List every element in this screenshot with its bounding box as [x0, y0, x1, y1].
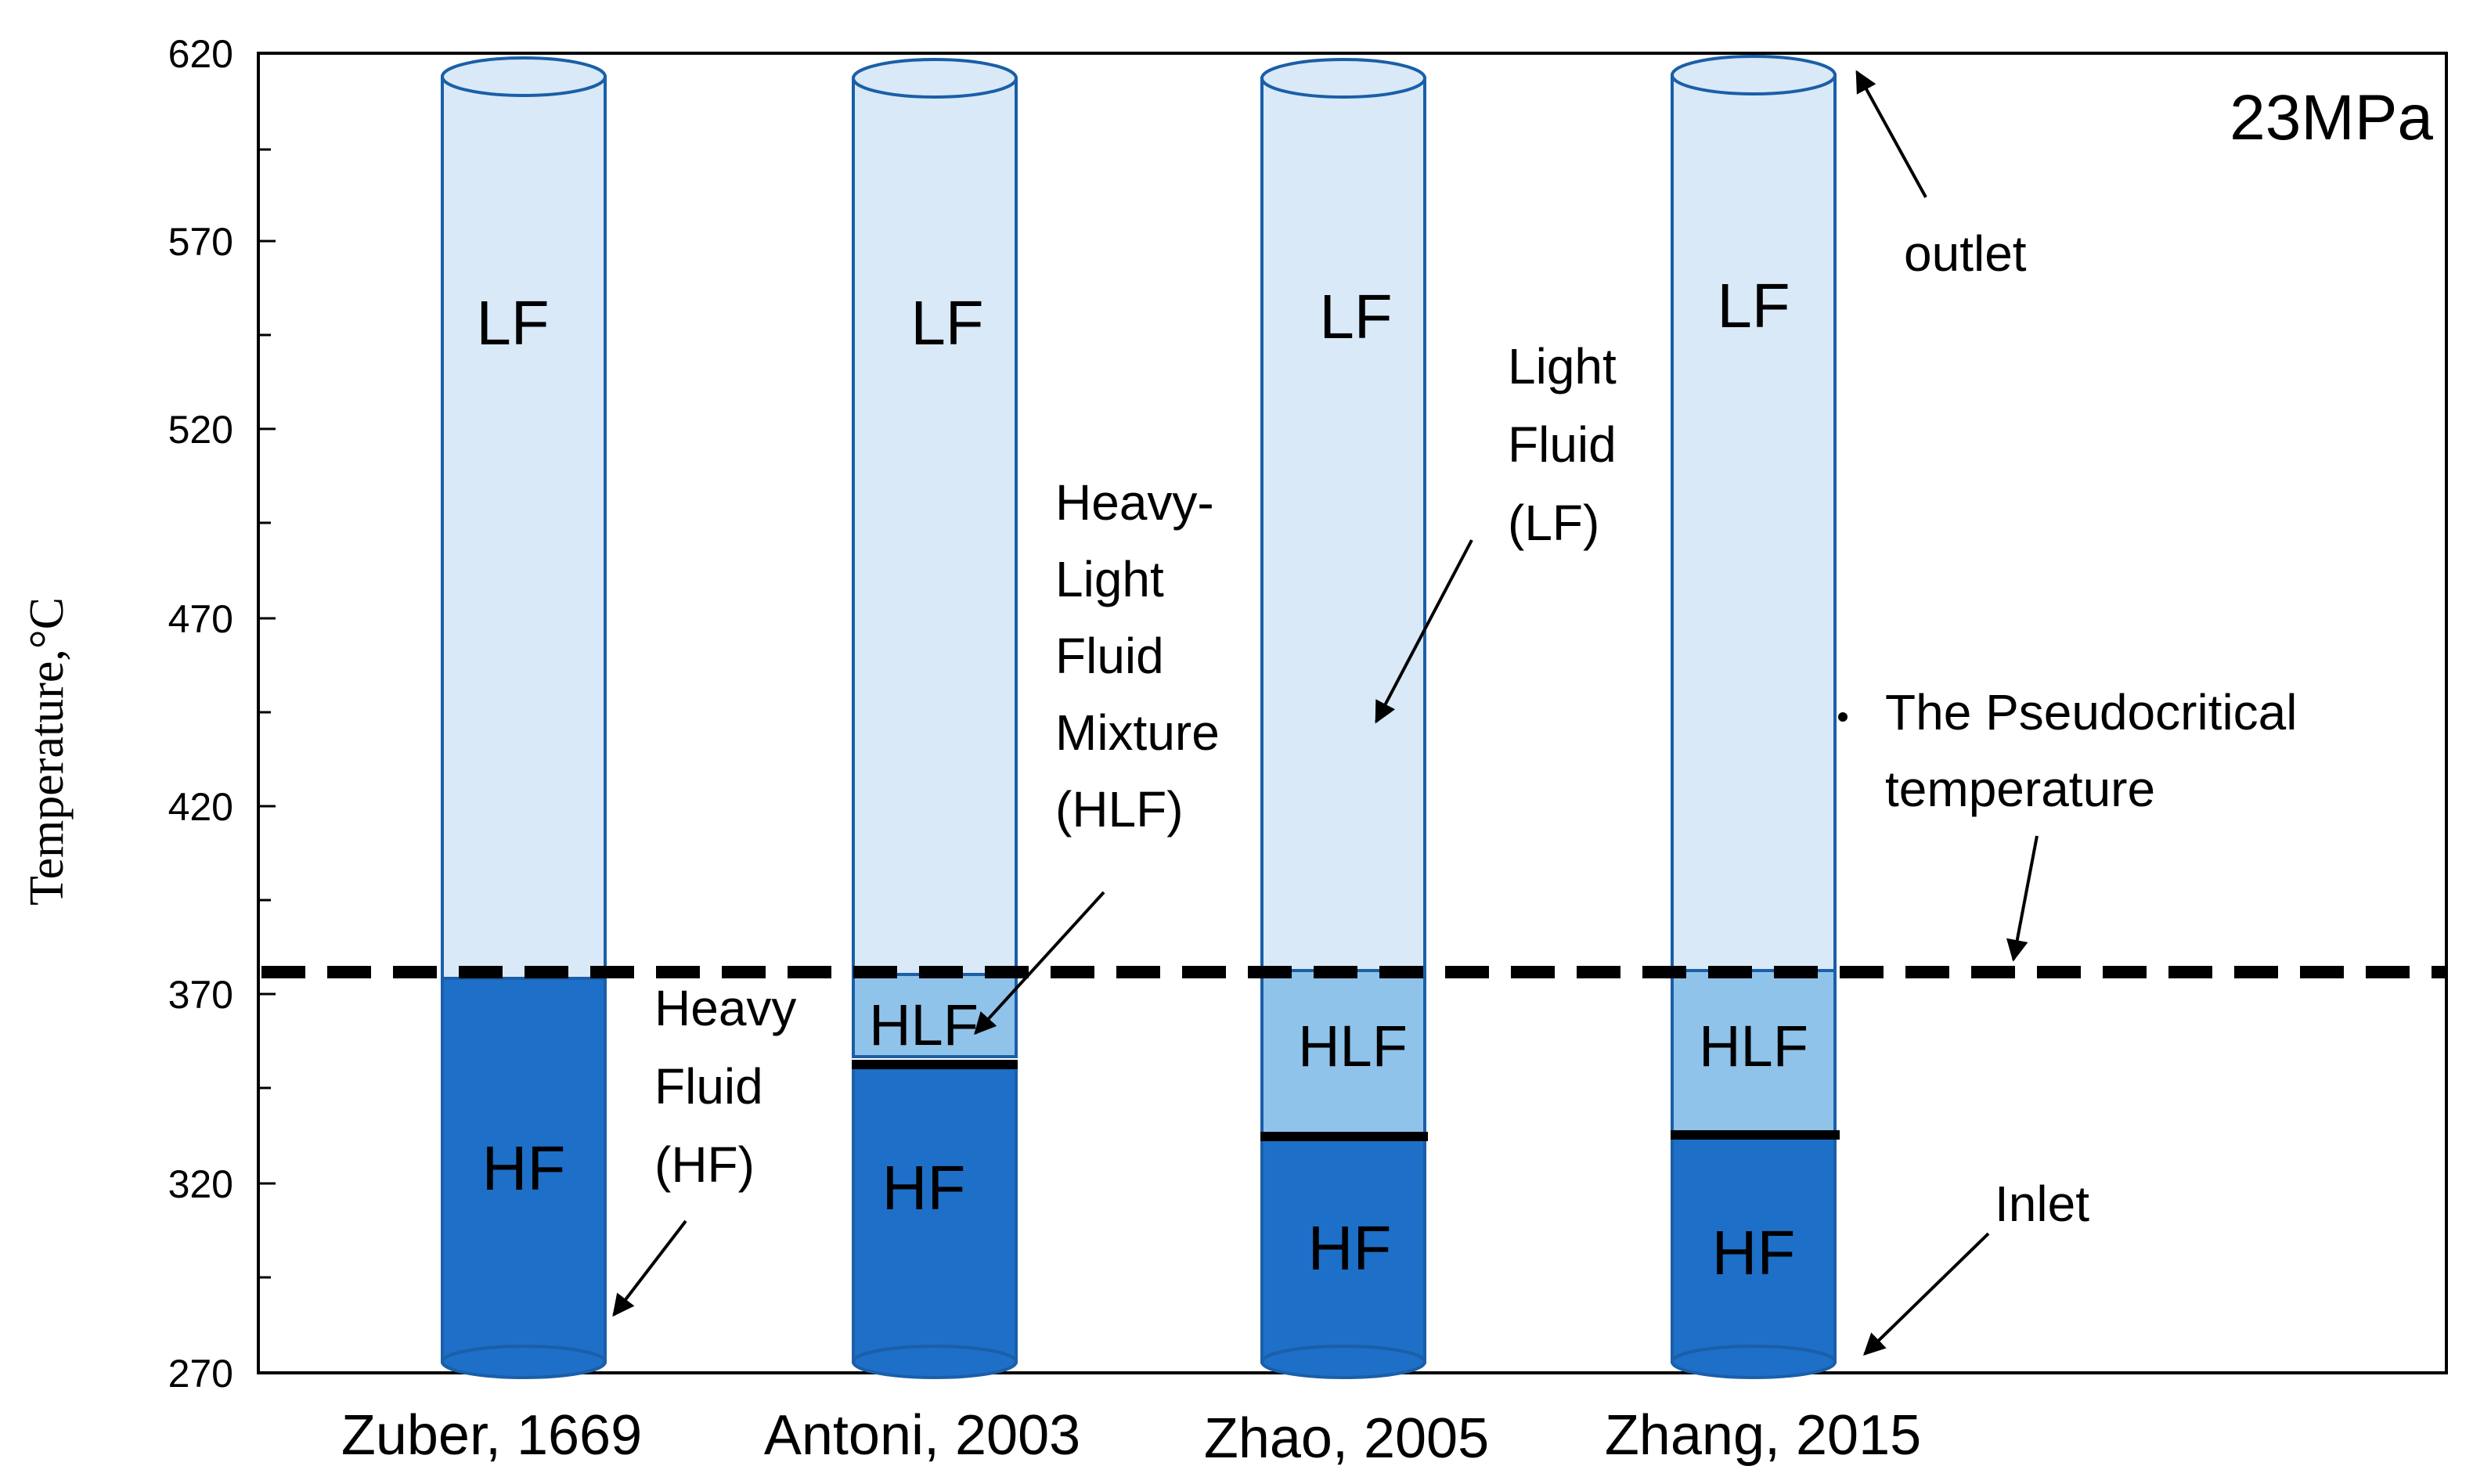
y-tick-label: 620: [168, 32, 233, 76]
light-fluid-label: LF: [1717, 271, 1790, 340]
column-zuber: LF HF: [441, 56, 607, 1379]
heavy-fluid-label: HF: [482, 1133, 566, 1203]
mixture-label: HLF: [869, 992, 979, 1057]
annotation-line: Heavy: [654, 980, 796, 1036]
outlet-arrow: [1855, 70, 1927, 198]
y-axis-tick-labels: 620 570 520 470 420 370 320 270: [168, 32, 233, 1396]
annotation-line: (HLF): [1055, 781, 1184, 837]
column-antoni: LF HLF HF: [852, 58, 1018, 1379]
annotation-line: (LF): [1508, 495, 1599, 551]
light-fluid-arrow: [1375, 539, 1473, 724]
inlet-arrow: [1862, 1232, 1990, 1356]
mixture-annotation: Heavy- Light Fluid Mixture (HLF): [1055, 474, 1220, 837]
light-fluid-label: LF: [910, 288, 983, 358]
inlet-label: Inlet: [1995, 1176, 2089, 1232]
column-top-cap: [1671, 55, 1837, 95]
heavy-fluid-arrow: [612, 1219, 687, 1317]
annotation-line: Heavy-: [1055, 474, 1214, 531]
author-label: Zhang, 2015: [1605, 1404, 1921, 1467]
pseudocritical-dot: [1838, 712, 1848, 722]
heavy-fluid-section: [441, 977, 607, 1363]
author-label: Zuber, 1669: [341, 1404, 642, 1467]
light-fluid-section: [1671, 74, 1837, 972]
column-zhang: LF HLF HF: [1671, 55, 1840, 1379]
y-tick-label: 520: [168, 408, 233, 452]
mixture-section: [1260, 969, 1426, 1140]
column-zhao: LF HLF HF: [1260, 58, 1428, 1379]
light-fluid-annotation: Light Fluid (LF): [1508, 338, 1617, 551]
annotation-line: Fluid: [1055, 628, 1164, 684]
annotation-line: Fluid: [1508, 416, 1617, 473]
annotation-line: temperature: [1885, 761, 2155, 817]
outlet-label: outlet: [1904, 225, 2027, 282]
y-tick-label: 570: [168, 220, 233, 264]
column-top-cap: [852, 58, 1018, 99]
heavy-fluid-label: HF: [1712, 1218, 1796, 1288]
heavy-fluid-section: [1671, 1135, 1837, 1363]
light-fluid-section: [1260, 77, 1426, 972]
light-fluid-section: [852, 77, 1018, 976]
light-fluid-label: LF: [476, 288, 549, 358]
y-tick-label: 420: [168, 785, 233, 829]
annotation-line: Light: [1055, 551, 1164, 607]
y-axis-ticks: [258, 52, 276, 1374]
heavy-fluid-label: HF: [882, 1153, 966, 1223]
heavy-fluid-annotation: Heavy Fluid (HF): [654, 980, 796, 1193]
pseudocritical-arrow: [2006, 835, 2039, 962]
heavy-fluid-label: HF: [1308, 1213, 1392, 1283]
column-top-cap: [441, 56, 607, 97]
mixture-label: HLF: [1699, 1014, 1808, 1079]
mixture-section: [1671, 969, 1837, 1138]
y-tick-label: 370: [168, 973, 233, 1017]
mixture-label: HLF: [1298, 1014, 1408, 1079]
column-bottom-cap: [441, 1345, 607, 1379]
column-bottom-cap: [852, 1345, 1018, 1379]
pseudocritical-annotation: The Pseudocritical temperature: [1885, 684, 2297, 817]
author-label: Zhao, 2005: [1204, 1407, 1489, 1470]
light-fluid-label: LF: [1319, 282, 1392, 351]
y-tick-label: 270: [168, 1352, 233, 1396]
annotation-line: Mixture: [1055, 704, 1220, 761]
light-fluid-section: [441, 75, 607, 980]
y-axis-title: Temperature,°C: [20, 597, 74, 906]
annotation-line: The Pseudocritical: [1885, 684, 2297, 740]
annotation-line: Fluid: [654, 1058, 763, 1115]
column-top-cap: [1260, 58, 1426, 99]
mixture-arrow: [974, 891, 1105, 1036]
y-tick-label: 470: [168, 597, 233, 641]
column-bottom-cap: [1671, 1345, 1837, 1379]
column-bottom-cap: [1260, 1345, 1426, 1379]
annotation-line: (HF): [654, 1136, 755, 1193]
annotation-line: Light: [1508, 338, 1617, 394]
author-label: Antoni, 2003: [764, 1404, 1080, 1467]
x-axis-labels: Zuber, 1669 Antoni, 2003 Zhao, 2005 Zhan…: [341, 1404, 1921, 1470]
y-tick-label: 320: [168, 1162, 233, 1206]
pressure-label: 23MPa: [2230, 82, 2433, 153]
